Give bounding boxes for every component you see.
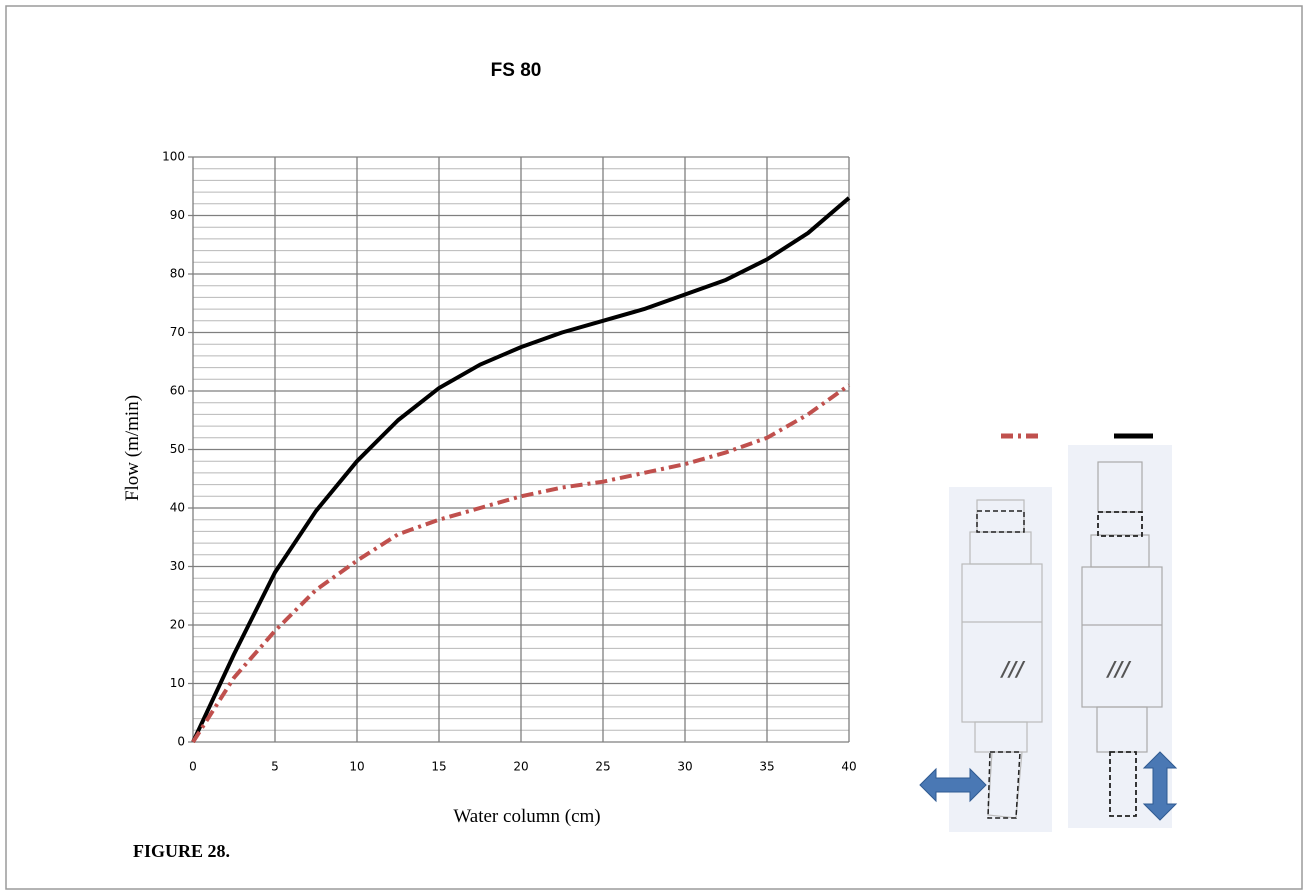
x-tick-label: 25	[595, 760, 610, 774]
y-tick-label: 90	[170, 208, 185, 222]
y-tick-label: 40	[170, 501, 185, 515]
data-line	[191, 383, 851, 744]
dashed-outline	[987, 751, 1021, 819]
y-tick-label: 70	[170, 325, 185, 339]
horizontal-arrow	[919, 767, 987, 803]
x-tick-label: 10	[349, 760, 364, 774]
dashed-outline	[1109, 751, 1137, 817]
y-tick-label: 30	[170, 559, 185, 573]
y-tick-label: 80	[170, 267, 185, 281]
valve-image-left	[949, 487, 1052, 832]
y-tick-label: 60	[170, 384, 185, 398]
illustrations: /// ///	[919, 445, 1178, 832]
x-tick-label: 0	[189, 760, 197, 774]
dashed-outline	[976, 510, 1025, 533]
vertical-arrow	[1142, 751, 1178, 821]
x-tick-label: 15	[431, 760, 446, 774]
figure-caption: FIGURE 28.	[133, 841, 230, 861]
x-tick-label: 40	[841, 760, 856, 774]
chart-title: FS 80	[491, 60, 542, 81]
y-tick-label: 0	[177, 735, 185, 749]
y-tick-label: 20	[170, 618, 185, 632]
y-tick-label: 10	[170, 676, 185, 690]
x-tick-label: 20	[513, 760, 528, 774]
x-tick-label: 35	[759, 760, 774, 774]
y-tick-label: 100	[162, 150, 185, 164]
x-axis-label: Water column (cm)	[453, 806, 600, 827]
logo: ///	[1106, 657, 1132, 681]
y-tick-label: 50	[170, 442, 185, 456]
x-tick-label: 30	[677, 760, 692, 774]
logo: ///	[1000, 657, 1026, 681]
dashed-outline	[1097, 511, 1143, 537]
x-tick-label: 5	[271, 760, 279, 774]
valve-right	[1081, 461, 1163, 753]
y-axis-label: Flow (m/min)	[122, 395, 143, 501]
data-line	[191, 196, 851, 743]
